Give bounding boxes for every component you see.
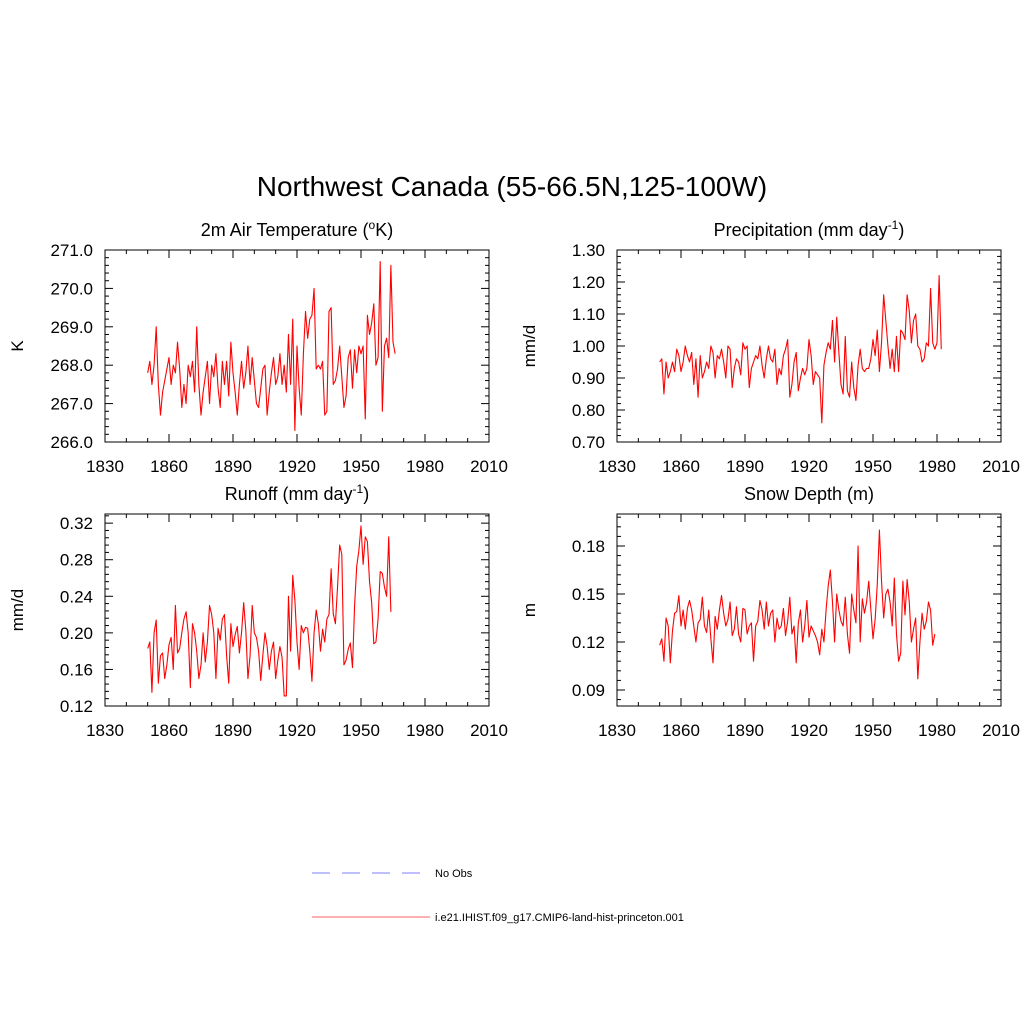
y-tick-label: 0.09 (572, 681, 605, 700)
x-tick-label: 1980 (918, 721, 956, 740)
x-tick-label: 1980 (918, 457, 956, 476)
x-tick-label: 1980 (406, 457, 444, 476)
series-line (147, 260, 396, 432)
x-tick-label: 1980 (406, 721, 444, 740)
y-axis-label: mm/d (8, 589, 27, 632)
x-tick-label: 1860 (662, 457, 700, 476)
panel-4: Snow Depth (m) m 1830 1860 1890 1920 1950 1980 2… (520, 484, 1020, 740)
y-tick-label: 269.0 (50, 318, 93, 337)
x-tick-label: 1920 (790, 721, 828, 740)
y-tick-label: 0.90 (572, 369, 605, 388)
x-tick-label: 1860 (662, 721, 700, 740)
x-tick-label: 1830 (86, 457, 124, 476)
y-tick-label: 1.30 (572, 241, 605, 260)
x-tick-label: 1830 (86, 721, 124, 740)
x-tick-label: 2010 (982, 457, 1020, 476)
y-axis-label: mm/d (520, 325, 539, 368)
y-tick-label: 0.24 (60, 587, 93, 606)
panel-title: 2m Air Temperature (oK) (201, 218, 393, 240)
x-tick-label: 1830 (598, 721, 636, 740)
panel-3: Runoff (mm day-1) mm/d 1830 1860 1890 1920 195… (8, 482, 508, 740)
y-tick-label: 0.20 (60, 624, 93, 643)
x-tick-label: 2010 (470, 457, 508, 476)
x-tick-label: 1920 (790, 457, 828, 476)
figure-title: Northwest Canada (55-66.5N,125-100W) (257, 171, 767, 202)
x-tick-label: 1890 (214, 457, 252, 476)
panel-title: Precipitation (mm day-1) (714, 218, 905, 240)
panels: 2m Air Temperature (oK) K 1830 1860 1890 1920… (8, 218, 1020, 740)
y-tick-label: 0.32 (60, 514, 93, 533)
legend: No Obs i.e21.IHIST.f09_g17.CMIP6-land-hi… (312, 868, 684, 924)
x-tick-label: 1890 (726, 457, 764, 476)
panel-title: Snow Depth (m) (744, 484, 874, 504)
y-tick-label: 1.20 (572, 273, 605, 292)
series-line (147, 525, 392, 697)
panel-1: 2m Air Temperature (oK) K 1830 1860 1890 1920… (8, 218, 508, 476)
y-tick-label: 0.12 (572, 633, 605, 652)
x-tick-label: 1890 (214, 721, 252, 740)
y-axis-label: m (520, 603, 539, 617)
y-tick-label: 0.16 (60, 660, 93, 679)
y-tick-label: 270.0 (50, 279, 93, 298)
y-tick-label: 267.0 (50, 395, 93, 414)
y-tick-label: 0.80 (572, 401, 605, 420)
x-tick-label: 1920 (278, 721, 316, 740)
y-tick-label: 1.00 (572, 337, 605, 356)
plot-frame (616, 513, 1002, 707)
y-tick-label: 268.0 (50, 356, 93, 375)
legend-model-label: i.e21.IHIST.f09_g17.CMIP6-land-hist-prin… (435, 912, 684, 924)
y-axis-label: K (8, 340, 27, 352)
series-line (659, 529, 936, 680)
x-tick-label: 1890 (726, 721, 764, 740)
panel-title: Runoff (mm day-1) (225, 482, 369, 504)
plot-frame (104, 513, 490, 707)
y-tick-label: 266.0 (50, 433, 93, 452)
y-tick-label: 0.18 (572, 537, 605, 556)
y-tick-label: 0.28 (60, 551, 93, 570)
y-tick-label: 0.15 (572, 585, 605, 604)
x-tick-label: 1860 (150, 721, 188, 740)
x-tick-label: 2010 (470, 721, 508, 740)
y-tick-label: 1.10 (572, 305, 605, 324)
legend-obs-label: No Obs (435, 868, 473, 880)
x-tick-label: 1920 (278, 457, 316, 476)
series-line (659, 275, 942, 424)
panel-2: Precipitation (mm day-1) mm/d 1830 1860 1890… (520, 218, 1020, 476)
x-tick-label: 1950 (342, 457, 380, 476)
y-tick-label: 0.12 (60, 697, 93, 716)
x-tick-label: 1950 (854, 457, 892, 476)
y-tick-label: 0.70 (572, 433, 605, 452)
x-tick-label: 2010 (982, 721, 1020, 740)
x-tick-label: 1860 (150, 457, 188, 476)
y-tick-label: 271.0 (50, 241, 93, 260)
x-tick-label: 1950 (342, 721, 380, 740)
x-tick-label: 1950 (854, 721, 892, 740)
x-tick-label: 1830 (598, 457, 636, 476)
